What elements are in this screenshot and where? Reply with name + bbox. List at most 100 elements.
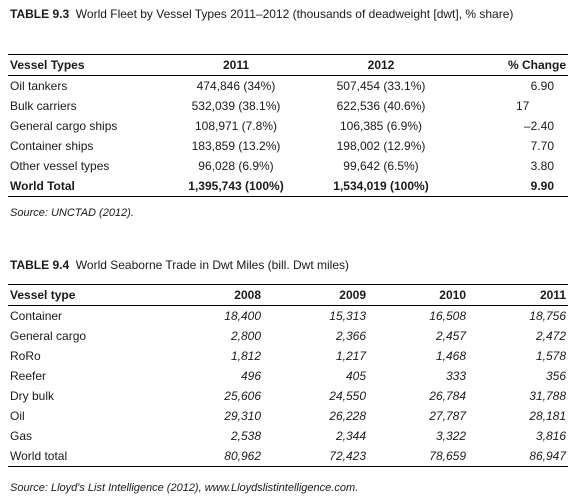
column-header: Vessel Types — [10, 58, 85, 72]
column-header: Vessel type — [10, 288, 76, 302]
table-row: General cargo 2,800 2,366 2,457 2,472 — [8, 326, 568, 346]
table-cell: 198,002 (12.9%) — [336, 139, 426, 153]
table-9-4-title: World Seaborne Trade in Dwt Miles (bill.… — [75, 258, 349, 272]
table-cell: 16,508 — [429, 309, 466, 323]
table-cell: Oil — [10, 409, 25, 423]
table-cell: World total — [10, 449, 68, 463]
table-row: Gas 2,538 2,344 3,322 3,816 — [8, 426, 568, 446]
table-cell: 31,788 — [529, 389, 566, 403]
table-cell: Dry bulk — [10, 389, 55, 403]
table-cell: 356 — [545, 369, 566, 383]
table-cell: –2.40 — [523, 119, 554, 133]
table-cell: 78,659 — [429, 449, 466, 463]
table-cell: 27,787 — [429, 409, 466, 423]
table-cell: 29,310 — [224, 409, 261, 423]
table-header-row: Vessel Types 2011 2012 % Change — [8, 54, 568, 76]
table-cell: 86,947 — [529, 449, 566, 463]
table-cell: 7.70 — [530, 139, 554, 153]
table-row: Other vessel types 96,028 (6.9%) 99,642 … — [8, 156, 568, 176]
table-9-3-caption: TABLE 9.3 World Fleet by Vessel Types 20… — [10, 7, 566, 22]
table-row: Bulk carriers 532,039 (38.1%) 622,536 (4… — [8, 96, 568, 116]
table-cell: 108,971 (7.8%) — [194, 119, 278, 133]
table-cell: 3,322 — [435, 429, 466, 443]
table-cell: Other vessel types — [10, 159, 110, 173]
column-header: 2012 — [367, 58, 395, 72]
table-cell: 15,313 — [329, 309, 366, 323]
table-cell: 96,028 (6.9%) — [198, 159, 274, 173]
table-row: Reefer 496 405 333 356 — [8, 366, 568, 386]
table-cell: 26,228 — [329, 409, 366, 423]
table-cell: Oil tankers — [10, 79, 68, 93]
table-cell: 72,423 — [329, 449, 366, 463]
column-header: 2008 — [234, 288, 261, 302]
table-9-4: Vessel type 2008 2009 2010 2011 Containe… — [8, 284, 568, 467]
table-cell: 17 — [516, 99, 530, 113]
table-cell: 496 — [240, 369, 261, 383]
table-cell: 99,642 (6.5%) — [343, 159, 419, 173]
table-cell: 507,454 (33.1%) — [336, 79, 426, 93]
table-cell: 1,578 — [535, 349, 566, 363]
table-cell: 25,606 — [224, 389, 261, 403]
table-cell: 106,385 (6.9%) — [339, 119, 423, 133]
table-cell: 28,181 — [529, 409, 566, 423]
table-cell: 183,859 (13.2%) — [191, 139, 281, 153]
table-row: Container ships 183,859 (13.2%) 198,002 … — [8, 136, 568, 156]
column-header: % Change — [507, 58, 566, 72]
table-cell: 6.90 — [530, 79, 554, 93]
table-cell: 24,550 — [329, 389, 366, 403]
table-cell: 2,800 — [230, 329, 261, 343]
table-cell: 80,962 — [224, 449, 261, 463]
table-cell: 3.80 — [530, 159, 554, 173]
column-header: 2010 — [439, 288, 466, 302]
table-cell: Container ships — [10, 139, 94, 153]
table-cell: 18,400 — [224, 309, 261, 323]
table-9-3-title: World Fleet by Vessel Types 2011–2012 (t… — [75, 7, 514, 21]
table-9-3-source: Source: UNCTAD (2012). — [10, 207, 134, 219]
table-9-4-caption: TABLE 9.4 World Seaborne Trade in Dwt Mi… — [10, 258, 566, 273]
column-header: 2011 — [222, 58, 250, 72]
table-9-3: Vessel Types 2011 2012 % Change Oil tank… — [8, 54, 568, 197]
table-cell: 1,468 — [435, 349, 466, 363]
table-cell: 1,395,743 (100%) — [188, 179, 284, 193]
table-9-4-source: Source: Lloyd's List Intelligence (2012)… — [10, 482, 359, 494]
table-cell: Gas — [10, 429, 33, 443]
table-header-row: Vessel type 2008 2009 2010 2011 — [8, 284, 568, 306]
table-cell: Reefer — [10, 369, 47, 383]
table-cell: General cargo — [10, 329, 87, 343]
table-cell: 2,366 — [335, 329, 366, 343]
table-9-3-label: TABLE 9.3 — [10, 7, 70, 21]
table-cell: 26,784 — [429, 389, 466, 403]
table-cell: 405 — [345, 369, 366, 383]
table-cell: 18,756 — [529, 309, 566, 323]
table-cell: Bulk carriers — [10, 99, 77, 113]
table-row: Oil tankers 474,846 (34%) 507,454 (33.1%… — [8, 76, 568, 97]
table-9-4-label: TABLE 9.4 — [10, 258, 70, 272]
table-cell: 2,538 — [230, 429, 261, 443]
column-header: 2011 — [539, 288, 566, 302]
table-row: Dry bulk 25,606 24,550 26,784 31,788 — [8, 386, 568, 406]
table-cell: RoRo — [10, 349, 41, 363]
table-row: Oil 29,310 26,228 27,787 28,181 — [8, 406, 568, 426]
table-cell: World Total — [10, 179, 75, 193]
table-cell: 1,534,019 (100%) — [333, 179, 429, 193]
column-header: 2009 — [339, 288, 366, 302]
table-cell: 333 — [445, 369, 466, 383]
table-cell: 474,846 (34%) — [196, 79, 276, 93]
table-cell: 2,457 — [435, 329, 466, 343]
table-cell: Container — [10, 309, 63, 323]
table-row: RoRo 1,812 1,217 1,468 1,578 — [8, 346, 568, 366]
table-cell: 622,536 (40.6%) — [336, 99, 426, 113]
table-total-row: World total 80,962 72,423 78,659 86,947 — [8, 446, 568, 467]
table-cell: 9.90 — [530, 179, 554, 193]
table-cell: 532,039 (38.1%) — [191, 99, 281, 113]
table-row: Container 18,400 15,313 16,508 18,756 — [8, 306, 568, 327]
table-cell: 3,816 — [535, 429, 566, 443]
table-cell: 1,217 — [335, 349, 366, 363]
table-total-row: World Total 1,395,743 (100%) 1,534,019 (… — [8, 176, 568, 197]
table-cell: General cargo ships — [10, 119, 118, 133]
table-cell: 1,812 — [230, 349, 261, 363]
table-cell: 2,344 — [335, 429, 366, 443]
table-cell: 2,472 — [535, 329, 566, 343]
table-row: General cargo ships 108,971 (7.8%) 106,3… — [8, 116, 568, 136]
